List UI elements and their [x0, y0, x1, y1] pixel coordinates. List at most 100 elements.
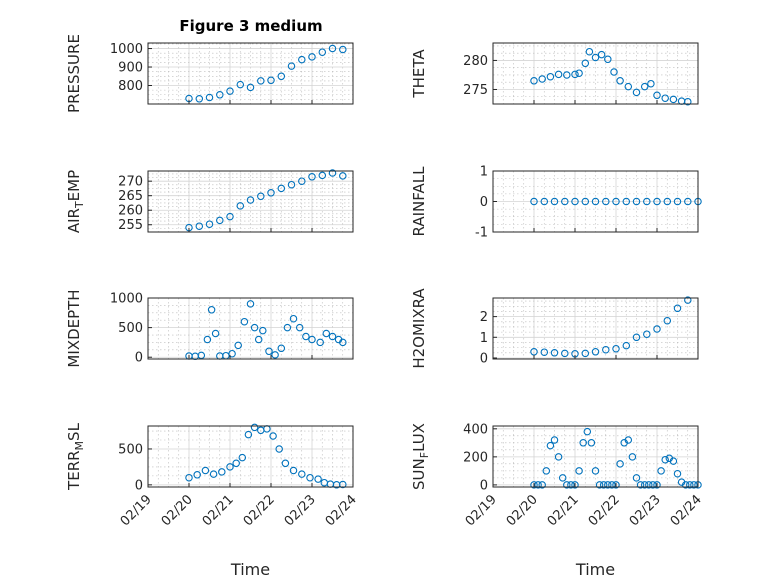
data-point	[550, 349, 559, 357]
data-point	[575, 69, 583, 77]
data-point	[571, 197, 579, 206]
y-axis-label: TERRMSL	[65, 422, 86, 491]
data-point	[246, 83, 255, 92]
axes-border	[147, 42, 354, 105]
data-point	[575, 467, 583, 475]
data-point	[673, 469, 682, 478]
data-point	[558, 474, 567, 482]
x-tick-label: 02/21	[545, 492, 582, 529]
data-point	[185, 473, 193, 482]
y-tick-label: 265	[118, 189, 143, 204]
data-point	[561, 349, 569, 358]
x-tick-label: 02/22	[241, 492, 278, 529]
data-point	[561, 197, 569, 206]
data-point	[316, 338, 324, 347]
data-point	[298, 177, 306, 185]
data-point	[236, 202, 245, 210]
y-tick-label: 1	[480, 165, 488, 180]
y-tick-label: 0	[480, 351, 488, 366]
data-point	[632, 88, 641, 97]
y-tick-label: 200	[463, 450, 488, 465]
y-tick-label: 0	[135, 351, 143, 366]
x-tick-label: 02/24	[323, 492, 360, 529]
y-tick-label: 800	[118, 79, 143, 94]
data-point	[207, 306, 216, 314]
y-axis-label: PRESSURE	[65, 34, 83, 113]
data-point	[669, 95, 678, 104]
data-point	[257, 192, 265, 201]
x-axis-label: Time	[575, 560, 615, 579]
data-point	[287, 62, 296, 70]
data-point	[530, 348, 538, 356]
data-point	[302, 332, 310, 341]
data-point	[661, 94, 669, 102]
panel-h2omixra: 0 1 2 H2OMIXRA	[410, 288, 699, 369]
data-point	[308, 173, 316, 181]
data-point	[226, 463, 234, 471]
data-point	[622, 197, 631, 206]
y-tick-label: 2	[480, 310, 488, 325]
axes-frame	[147, 297, 354, 360]
x-tick-label: 02/20	[504, 492, 541, 529]
y-tick-label: 0	[135, 478, 143, 493]
data-point	[640, 82, 649, 91]
data-point	[684, 97, 692, 106]
data-point	[663, 316, 672, 325]
data-point	[643, 197, 651, 206]
data-point	[246, 196, 255, 204]
data-point	[314, 475, 322, 483]
data-point	[339, 45, 347, 54]
data-point	[581, 197, 590, 206]
data-point	[308, 53, 316, 61]
y-tick-label: 255	[118, 218, 143, 233]
data-point	[546, 72, 555, 81]
data-point	[632, 197, 641, 206]
data-point	[636, 481, 645, 489]
data-point	[616, 77, 624, 85]
data-point	[306, 473, 314, 482]
data-point	[328, 332, 337, 341]
data-point	[250, 323, 259, 332]
y-tick-label: 1	[480, 331, 488, 346]
y-tick-label: -1	[475, 226, 488, 241]
data-point	[645, 481, 653, 489]
data-point	[595, 481, 604, 489]
data-point	[649, 481, 657, 489]
data-point	[298, 55, 306, 64]
data-point	[563, 481, 571, 489]
data-point	[318, 171, 327, 180]
y-axis-label: H2OMIXRA	[410, 288, 428, 369]
data-point	[277, 72, 286, 81]
data-point	[240, 317, 249, 326]
x-tick-label: 02/23	[627, 492, 664, 529]
y-tick-label: 0	[480, 478, 488, 493]
data-point	[216, 216, 224, 225]
data-point	[328, 169, 337, 177]
data-point	[287, 180, 296, 189]
data-point	[563, 71, 571, 79]
y-axis-label: SUNFLUX	[410, 423, 431, 490]
data-point	[542, 467, 551, 475]
data-point	[581, 349, 590, 358]
data-point	[657, 467, 665, 475]
axes-border	[147, 425, 354, 488]
data-point	[530, 197, 538, 206]
data-point	[624, 436, 633, 444]
data-point	[236, 80, 245, 89]
data-point	[571, 481, 579, 489]
data-point	[612, 344, 620, 353]
data-point	[226, 212, 234, 221]
data-point	[567, 481, 575, 489]
data-point	[318, 48, 327, 56]
data-point	[632, 474, 641, 482]
axes-border	[147, 297, 354, 360]
data-point	[530, 481, 538, 489]
data-point	[587, 439, 596, 447]
data-point	[647, 79, 655, 88]
data-point	[673, 304, 682, 313]
data-point	[298, 470, 306, 478]
data-point	[289, 466, 298, 475]
data-point	[653, 325, 661, 333]
